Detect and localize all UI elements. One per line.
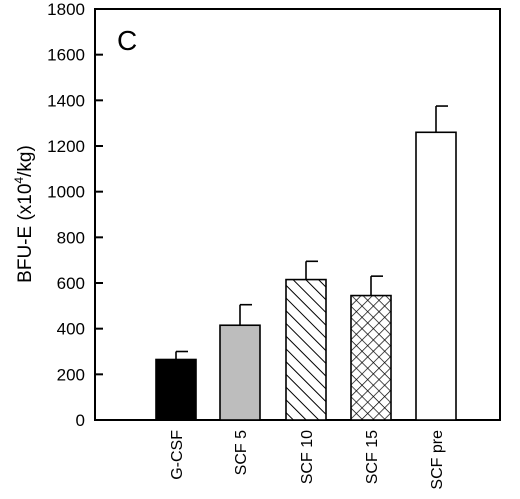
y-tick-label: 1400 <box>47 91 85 110</box>
x-category-label: SCF pre <box>429 430 446 490</box>
y-tick-label: 400 <box>57 320 85 339</box>
bars-group <box>155 105 457 421</box>
y-tick-label: 600 <box>57 274 85 293</box>
y-tick-label: 1800 <box>47 0 85 19</box>
y-axis-title-main: BFU-E (x10 <box>15 184 36 283</box>
y-tick-label: 0 <box>76 411 85 430</box>
y-tick-label: 200 <box>57 365 85 384</box>
bar-scf-10 <box>285 278 327 421</box>
bar-scf-5 <box>219 324 261 421</box>
bar-g-csf <box>155 358 197 421</box>
y-tick-label: 1000 <box>47 183 85 202</box>
y-axis-title: BFU-E (x104/kg) <box>12 145 36 283</box>
y-tick-label: 1200 <box>47 137 85 156</box>
y-tick-label: 800 <box>57 228 85 247</box>
x-category-label: SCF 10 <box>299 430 316 484</box>
panel-label: C <box>117 25 137 56</box>
y-axis-title-sup: 4 <box>12 177 26 184</box>
y-tick-label: 1600 <box>47 46 85 65</box>
x-category-label: G-CSF <box>169 430 186 480</box>
bar-scf-15 <box>350 294 392 421</box>
y-axis-title-tail: /kg) <box>15 145 36 177</box>
x-category-label: SCF 15 <box>364 430 381 484</box>
bar-scf-pre <box>415 131 457 421</box>
y-axis: 0 200 400 600 800 1000 1200 1400 1600 1800 <box>47 0 103 430</box>
x-category-label: SCF 5 <box>233 430 250 475</box>
x-axis-labels: G-CSF SCF 5 SCF 10 SCF 15 SCF pre <box>169 430 446 490</box>
